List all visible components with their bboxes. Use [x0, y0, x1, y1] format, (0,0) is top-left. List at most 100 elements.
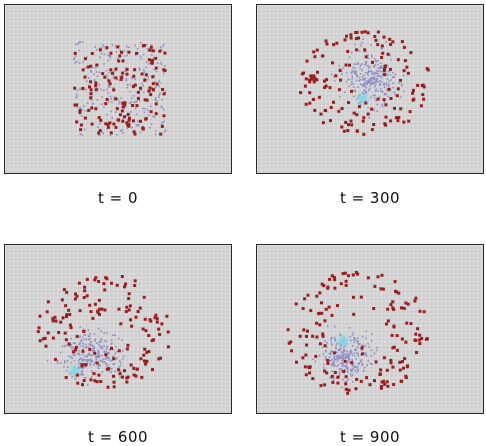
- blue-particle: [114, 45, 117, 47]
- red-particle: [95, 361, 99, 365]
- blue-particle: [357, 343, 360, 346]
- red-particle: [160, 322, 164, 326]
- red-particle: [379, 287, 383, 291]
- blue-particle: [377, 80, 379, 83]
- red-particle: [386, 307, 390, 311]
- red-particle: [99, 118, 103, 122]
- blue-particle: [121, 129, 124, 131]
- blue-particle: [359, 73, 362, 75]
- red-particle: [333, 286, 337, 290]
- red-particle: [408, 110, 412, 114]
- red-particle: [366, 112, 370, 116]
- blue-particle: [373, 76, 376, 79]
- red-particle: [355, 377, 359, 381]
- blue-particle: [333, 325, 336, 328]
- red-particle: [103, 308, 107, 312]
- blue-particle: [80, 367, 82, 369]
- blue-particle: [333, 75, 336, 78]
- red-particle: [405, 365, 409, 369]
- blue-particle: [365, 83, 368, 86]
- red-particle: [371, 60, 374, 64]
- red-particle: [364, 55, 368, 59]
- blue-particle: [72, 354, 75, 356]
- blue-particle: [100, 88, 102, 91]
- red-particle: [346, 49, 350, 53]
- blue-particle: [79, 106, 81, 109]
- red-particle: [131, 119, 135, 123]
- red-particle: [125, 121, 129, 125]
- red-particle: [155, 320, 159, 324]
- blue-particle: [77, 362, 80, 365]
- blue-particle: [352, 66, 354, 69]
- red-particle: [389, 361, 393, 365]
- blue-particle: [74, 354, 76, 357]
- red-particle: [98, 313, 101, 316]
- red-particle: [149, 93, 153, 97]
- blue-particle: [60, 362, 62, 364]
- blue-particle: [106, 74, 108, 76]
- red-particle: [153, 316, 157, 320]
- blue-particle: [363, 369, 365, 372]
- blue-particle: [112, 363, 115, 366]
- red-particle: [313, 77, 317, 81]
- red-particle: [322, 284, 326, 288]
- red-particle: [90, 122, 94, 126]
- blue-particle: [118, 337, 120, 340]
- red-particle: [163, 51, 167, 55]
- red-particle: [136, 90, 140, 94]
- blue-particle: [383, 86, 386, 89]
- blue-particle: [159, 46, 162, 49]
- red-particle: [95, 380, 99, 384]
- blue-particle: [90, 359, 93, 362]
- blue-particle: [373, 97, 376, 99]
- blue-particle: [83, 359, 85, 361]
- blue-particle: [379, 66, 382, 68]
- blue-particle: [359, 104, 362, 106]
- blue-particle: [333, 359, 336, 362]
- blue-particle: [72, 342, 75, 344]
- blue-particle: [336, 355, 338, 357]
- blue-particle: [146, 48, 149, 50]
- blue-particle: [63, 345, 66, 348]
- red-particle: [112, 374, 115, 378]
- blue-particle: [114, 334, 116, 336]
- blue-particle: [98, 71, 101, 74]
- blue-particle: [378, 75, 381, 77]
- blue-particle: [130, 111, 132, 113]
- blue-particle: [353, 352, 355, 355]
- red-particle: [323, 369, 327, 373]
- simulation-frame-t300: [256, 4, 484, 174]
- red-particle: [120, 75, 124, 79]
- blue-particle: [371, 54, 373, 57]
- red-particle: [139, 86, 142, 90]
- blue-particle: [369, 87, 371, 90]
- red-particle: [299, 91, 303, 95]
- blue-particle: [334, 364, 336, 367]
- blue-particle: [321, 346, 324, 349]
- blue-particle: [372, 83, 374, 85]
- blue-particle: [84, 329, 87, 332]
- blue-particle: [376, 69, 378, 72]
- red-particle: [303, 84, 307, 88]
- blue-particle: [97, 367, 100, 369]
- red-particle: [329, 119, 332, 123]
- red-particle: [68, 323, 72, 327]
- red-particle: [89, 96, 93, 100]
- blue-particle: [78, 365, 81, 368]
- red-particle: [368, 383, 372, 387]
- blue-particle: [380, 67, 382, 69]
- blue-particle: [121, 339, 123, 341]
- blue-particle: [105, 69, 108, 72]
- blue-particle: [330, 349, 333, 352]
- blue-particle: [353, 72, 356, 75]
- blue-particle: [78, 41, 80, 44]
- red-particle: [349, 33, 353, 37]
- blue-particle: [83, 339, 86, 341]
- blue-particle: [336, 357, 338, 359]
- blue-particle: [76, 43, 79, 45]
- red-particle: [151, 87, 155, 91]
- red-particle: [332, 276, 336, 279]
- blue-particle: [115, 111, 117, 113]
- blue-particle: [394, 73, 397, 76]
- blue-particle: [152, 115, 154, 118]
